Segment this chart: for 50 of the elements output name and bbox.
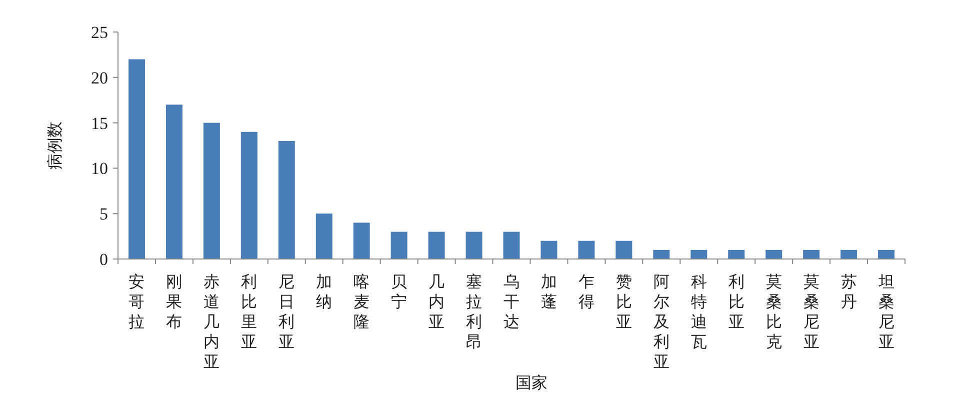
y-tick-label: 5 <box>100 204 108 224</box>
x-tick-label: 塞拉利昂 <box>466 273 482 351</box>
x-tick-label: 尼日利亚 <box>278 274 295 351</box>
bar <box>690 250 708 259</box>
y-tick-label: 25 <box>91 23 108 42</box>
bar <box>728 250 745 259</box>
x-tick-label: 乌干达 <box>504 273 520 331</box>
bar <box>840 250 858 259</box>
bar <box>653 250 670 259</box>
x-tick-label: 科特迪瓦 <box>690 273 707 351</box>
y-tick-label: 0 <box>100 250 108 269</box>
x-tick-label: 安哥拉 <box>128 273 145 331</box>
x-tick-label: 刚果布 <box>166 274 182 331</box>
bar <box>390 232 408 259</box>
bar <box>766 250 782 259</box>
bar <box>503 232 520 259</box>
x-tick-label: 莫桑比克 <box>766 273 782 351</box>
bar <box>540 240 558 259</box>
bar <box>466 232 482 259</box>
bar <box>878 250 895 259</box>
bar <box>428 232 445 259</box>
x-tick-label: 几内亚 <box>428 274 445 331</box>
x-tick-label: 喀麦隆 <box>354 273 370 331</box>
x-axis-title: 国家 <box>516 374 548 392</box>
x-tick-label: 贝宁 <box>391 274 408 311</box>
x-tick-label: 利比里亚 <box>241 273 258 351</box>
x-tick-label: 坦桑尼亚 <box>877 274 894 351</box>
bar <box>803 250 820 259</box>
x-tick-label: 赞比亚 <box>616 274 632 331</box>
y-axis-title: 病例数 <box>46 122 64 170</box>
bar <box>203 122 220 259</box>
bar <box>316 214 332 259</box>
bar <box>578 240 595 259</box>
bar <box>616 240 632 259</box>
y-tick-label: 10 <box>91 159 108 178</box>
x-tick-label: 阿尔及利亚 <box>653 274 670 371</box>
y-tick-label: 20 <box>91 68 108 88</box>
x-tick-label: 加蓬 <box>540 273 557 311</box>
x-tick-label: 苏丹 <box>840 273 857 311</box>
bar <box>240 132 258 259</box>
bar <box>166 104 182 259</box>
x-tick-label: 利比亚 <box>728 273 744 331</box>
bar <box>353 222 370 259</box>
x-tick-label: 加纳 <box>316 273 332 311</box>
y-tick-label: 15 <box>91 114 108 133</box>
bar <box>128 59 145 259</box>
x-tick-label: 赤道几内亚 <box>204 273 220 371</box>
x-tick-label: 莫桑尼亚 <box>803 273 820 351</box>
x-tick-label: 乍得 <box>578 274 594 311</box>
bar <box>278 140 295 259</box>
